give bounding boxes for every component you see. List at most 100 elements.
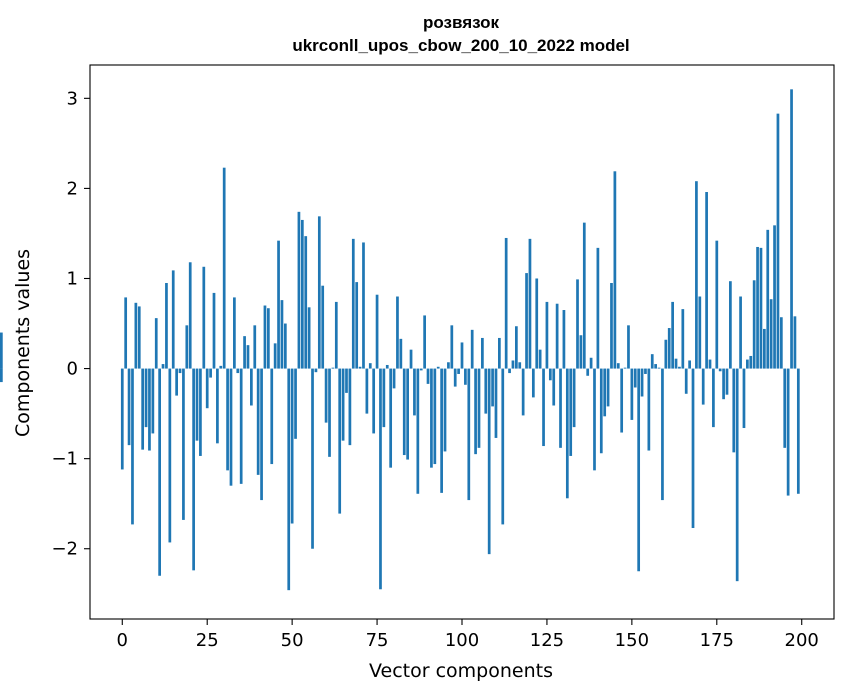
bar (593, 368, 596, 471)
bar (216, 368, 219, 444)
bar (368, 363, 372, 369)
bar (515, 326, 518, 369)
bar (178, 368, 182, 374)
bar (786, 368, 790, 496)
bar (175, 368, 178, 396)
bar (277, 240, 280, 369)
bar (535, 278, 539, 369)
bar (630, 368, 634, 420)
bar (586, 368, 590, 376)
bar (773, 225, 776, 369)
bar (419, 368, 423, 371)
bar (300, 219, 304, 369)
bar (416, 368, 420, 494)
bar (341, 368, 345, 441)
bar (182, 368, 185, 520)
bar (358, 366, 362, 369)
bar (154, 318, 158, 369)
bar (243, 336, 246, 369)
bar (392, 368, 396, 389)
bar (256, 368, 260, 475)
bar (321, 285, 325, 369)
bar (222, 167, 226, 369)
bar (657, 367, 661, 369)
bar (633, 368, 637, 388)
bar (0, 332, 3, 369)
bar (511, 360, 515, 369)
y-axis-ticks: −2 −1 0 1 2 3 (51, 88, 90, 560)
bar (294, 368, 297, 439)
bar (718, 368, 722, 372)
bar (678, 366, 681, 369)
bar (199, 368, 202, 456)
bar (229, 368, 233, 486)
bar (399, 338, 403, 369)
bar (752, 280, 756, 369)
bar (763, 328, 766, 369)
bar (338, 368, 342, 514)
bar (783, 368, 787, 448)
bar (746, 359, 749, 369)
bar (273, 343, 277, 369)
bar (708, 359, 712, 369)
bar (280, 300, 284, 369)
bar (290, 368, 294, 524)
bar (379, 368, 382, 590)
bar (375, 294, 379, 369)
bar (538, 349, 542, 369)
bar (650, 354, 654, 369)
bar (450, 325, 454, 369)
bar (603, 368, 607, 417)
bar (226, 368, 229, 471)
bar (365, 368, 369, 414)
bar (749, 355, 753, 369)
bar (477, 368, 481, 448)
bar (569, 368, 573, 456)
bar (756, 246, 759, 369)
bar (195, 368, 199, 441)
bar (0, 368, 3, 383)
bar (735, 368, 739, 582)
bar (589, 357, 593, 369)
bar (562, 310, 566, 369)
bar (297, 211, 301, 369)
bar (779, 317, 783, 369)
bar (623, 367, 627, 369)
x-tick-label: 125 (530, 630, 564, 651)
bar (579, 335, 583, 369)
bar (307, 307, 311, 369)
bar (351, 238, 355, 369)
chart-title-line2: ukrconll_upos_cbow_200_10_2022 model (292, 36, 629, 55)
bar (487, 368, 491, 555)
bar (267, 308, 270, 369)
bar (124, 297, 128, 369)
x-tick-label: 50 (281, 630, 304, 651)
bar (542, 368, 545, 447)
bar (467, 368, 471, 501)
bar (705, 192, 708, 369)
bar (287, 368, 291, 591)
bar (263, 305, 267, 369)
x-tick-label: 0 (117, 630, 128, 651)
bar (739, 296, 742, 369)
bar (555, 303, 559, 369)
bar (796, 368, 800, 494)
bar (457, 368, 460, 374)
bar (674, 358, 678, 369)
bar (732, 368, 736, 453)
bar (250, 368, 253, 406)
bar (525, 273, 528, 369)
bar (362, 242, 365, 369)
bar (192, 368, 195, 571)
bar (793, 316, 797, 369)
bar (185, 325, 189, 369)
y-tick-label: 2 (67, 178, 78, 199)
bar (640, 368, 644, 397)
bar (430, 368, 433, 468)
bar (518, 362, 522, 369)
bar (491, 368, 494, 407)
bar (460, 342, 464, 369)
bar (722, 368, 725, 400)
bar (790, 89, 793, 369)
bar (413, 368, 416, 416)
